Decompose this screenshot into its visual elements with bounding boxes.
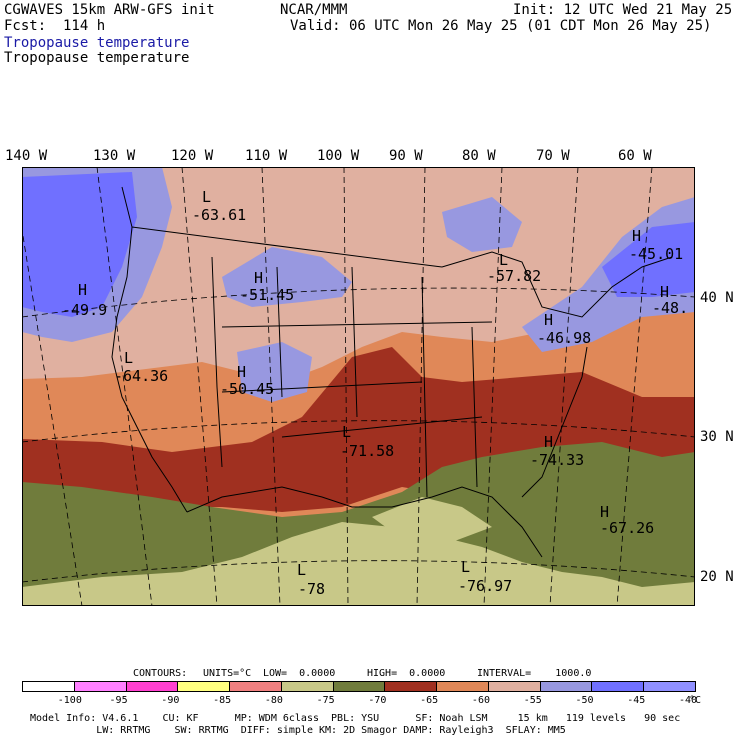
tropopause-temperature-map: L -63.61 H -51.45 H -49.9 L -64.36 H -50… — [22, 167, 695, 606]
extremum-value-10: -71.58 — [340, 442, 394, 460]
contours-label: CONTOURS: — [133, 668, 188, 679]
legend-swatch — [125, 681, 179, 692]
forecast-hour: Fcst: 114 h — [4, 18, 106, 34]
extremum-marker-13: L — [297, 561, 306, 579]
extremum-marker-2: H — [254, 269, 263, 287]
legend-swatch — [332, 681, 386, 692]
legend-swatch — [591, 681, 645, 692]
field-band-75-patch — [372, 497, 492, 542]
extremum-value-4: -64.36 — [114, 367, 168, 385]
extremum-value-1: -63.61 — [192, 206, 246, 224]
legend-label: -80 — [264, 695, 283, 706]
lat-label-40n: 40 N — [700, 290, 734, 306]
field-title-2: Tropopause temperature — [4, 50, 190, 66]
legend-swatch — [22, 681, 75, 692]
extremum-marker-12: H — [600, 503, 609, 521]
extremum-marker-5: H — [237, 363, 246, 381]
extremum-value-7: -45.01 — [629, 245, 683, 263]
extremum-value-2: -51.45 — [240, 286, 294, 304]
legend-label: -55 — [523, 695, 542, 706]
lat-label-30n: 30 N — [700, 429, 734, 445]
field-blue-greatlakes — [442, 197, 522, 252]
field-title-1: Tropopause temperature — [4, 35, 190, 51]
legend-label: -40 — [679, 695, 698, 706]
lon-label-80w: 80 W — [462, 148, 496, 164]
field-band-75 — [22, 522, 695, 606]
lon-label-90w: 90 W — [389, 148, 423, 164]
lon-label-120w: 120 W — [171, 148, 214, 164]
extremum-marker-1: L — [202, 188, 211, 206]
legend-label: -100 — [57, 695, 82, 706]
legend-swatch — [280, 681, 334, 692]
contours-interval: INTERVAL= 1000.0 — [477, 668, 592, 679]
extremum-marker-8: H — [660, 283, 669, 301]
extremum-value-12: -67.26 — [600, 519, 654, 537]
legend-swatch — [539, 681, 593, 692]
extremum-marker-10: L — [342, 423, 351, 441]
lat-label-20n: 20 N — [700, 569, 734, 585]
legend-label: -60 — [471, 695, 490, 706]
field-blue-plains — [222, 247, 352, 307]
map-frame — [22, 167, 695, 606]
extremum-marker-11: H — [544, 433, 553, 451]
extremum-marker-9: H — [544, 311, 553, 329]
extremum-marker-7: H — [632, 227, 641, 245]
extremum-value-3: -49.9 — [62, 301, 107, 319]
legend-label: -90 — [161, 695, 180, 706]
valid-time: Valid: 06 UTC Mon 26 May 25 (01 CDT Mon … — [290, 18, 712, 34]
extremum-value-9: -46.98 — [537, 329, 591, 347]
contours-low: LOW= 0.0000 — [263, 668, 336, 679]
legend-unit: °C — [689, 695, 702, 706]
organization: NCAR/MMM — [280, 2, 348, 18]
lon-label-70w: 70 W — [536, 148, 570, 164]
legend-label: -65 — [420, 695, 439, 706]
extremum-marker-4: L — [124, 349, 133, 367]
extremum-marker-14: L — [461, 558, 470, 576]
extremum-value-5: -50.45 — [220, 380, 274, 398]
legend-label: -45 — [627, 695, 646, 706]
contours-units: UNITS=°C — [203, 668, 252, 679]
model-info-line-1: Model Info: V4.6.1 CU: KF MP: WDM 6class… — [30, 713, 681, 724]
extremum-value-11: -74.33 — [530, 451, 584, 469]
model-info-line-2: LW: RRTMG SW: RRTMG DIFF: simple KM: 2D … — [30, 725, 566, 736]
lon-label-60w: 60 W — [618, 148, 652, 164]
legend-swatch — [643, 681, 696, 692]
lon-label-110w: 110 W — [245, 148, 288, 164]
legend-swatch — [384, 681, 438, 692]
legend-label: -75 — [316, 695, 335, 706]
legend-label: -85 — [213, 695, 232, 706]
legend-swatch — [73, 681, 127, 692]
lon-label-130w: 130 W — [93, 148, 136, 164]
init-time: Init: 12 UTC Wed 21 May 25 — [513, 2, 733, 18]
legend-swatch — [229, 681, 282, 692]
legend-swatch — [177, 681, 231, 692]
extremum-value-6: -57.82 — [487, 267, 541, 285]
extremum-marker-3: H — [78, 281, 87, 299]
extremum-value-8: -48. — [652, 299, 688, 317]
extremum-marker-6: L — [499, 251, 508, 269]
legend-label: -95 — [109, 695, 128, 706]
field-blue-northwest-inner — [22, 172, 137, 317]
political-boundaries — [111, 186, 673, 558]
graticule — [22, 167, 695, 606]
legend-swatch — [436, 681, 489, 692]
extremum-value-13: -78 — [298, 580, 325, 598]
extremum-value-14: -76.97 — [458, 577, 512, 595]
legend-color-bar — [22, 681, 696, 692]
model-title: CGWAVES 15km ARW-GFS init — [4, 2, 215, 18]
contours-high: HIGH= 0.0000 — [367, 668, 446, 679]
legend-label: -50 — [575, 695, 594, 706]
field-blue-colorado — [237, 342, 312, 402]
legend-label: -70 — [368, 695, 387, 706]
lon-label-140w: 140 W — [5, 148, 48, 164]
legend-swatch — [487, 681, 541, 692]
lon-label-100w: 100 W — [317, 148, 360, 164]
